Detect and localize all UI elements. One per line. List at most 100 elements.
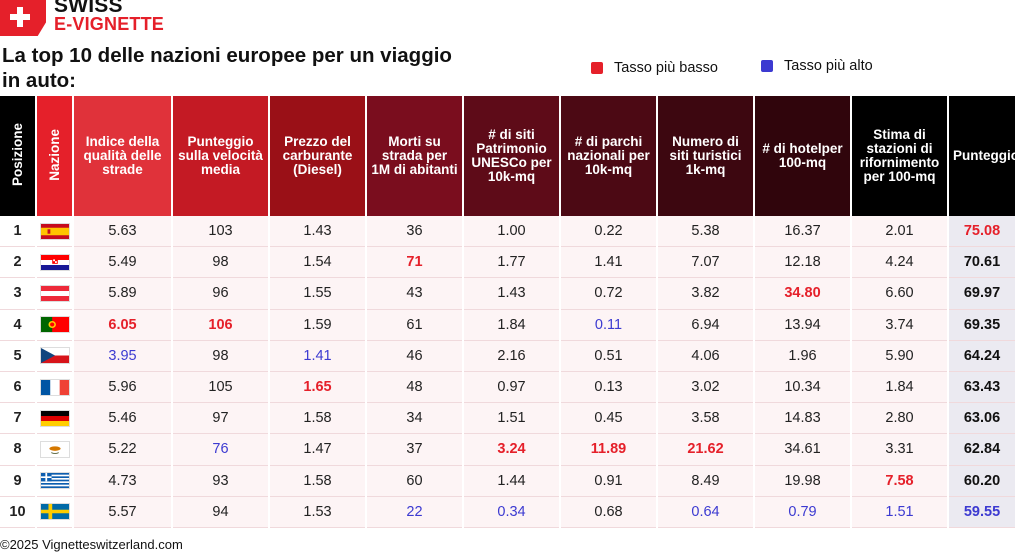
table-body: 1 5.63 103 1.43 36 1.00 0.22 5.38 16.37 2.01 75.08… — [0, 216, 1015, 528]
rank-cell: 7 — [0, 403, 35, 435]
sweden-flag-icon — [37, 496, 72, 528]
value-cell: 1.84 — [464, 309, 559, 341]
table-row: 7 5.46 97 1.58 34 1.51 0.45 3.58 14.83 2.80 63.06 — [0, 403, 1015, 435]
value-cell: 14.83 — [755, 403, 850, 435]
table-row: 9 4.73 93 1.58 60 1.44 0.91 8.49 19.98 7.58 60.20 — [0, 465, 1015, 497]
value-cell: 1.43 — [464, 278, 559, 310]
rank-cell: 8 — [0, 434, 35, 466]
column-header: Nazione — [37, 96, 72, 216]
rank-cell: 5 — [0, 340, 35, 372]
value-cell: 4.24 — [852, 247, 947, 279]
value-cell: 10.34 — [755, 371, 850, 404]
value-cell: 16.37 — [755, 216, 850, 248]
greece-flag-icon — [37, 465, 72, 497]
value-cell: 4.73 — [74, 465, 171, 497]
table-row: 6 5.96 105 1.65 48 0.97 0.13 3.02 10.34 1.84 63.43 — [0, 371, 1015, 404]
legend-high-swatch — [761, 60, 773, 72]
score-cell: 64.24 — [949, 340, 1015, 372]
value-cell: 48 — [367, 371, 462, 404]
value-cell: 106 — [173, 309, 268, 341]
table-row: 2 5.49 98 1.54 71 1.77 1.41 7.07 12.18 4.24 70.61 — [0, 247, 1015, 279]
value-cell: 1.51 — [464, 403, 559, 435]
value-cell: 0.22 — [561, 216, 656, 248]
value-cell: 76 — [173, 434, 268, 466]
score-cell: 70.61 — [949, 247, 1015, 279]
brand-name: SWISS E-VIGNETTE — [54, 0, 164, 33]
value-cell: 103 — [173, 216, 268, 248]
table-row: 8 5.22 76 1.47 37 3.24 11.89 21.62 34.61 3.31 62.8… — [0, 434, 1015, 466]
value-cell: 2.80 — [852, 403, 947, 435]
value-cell: 5.89 — [74, 278, 171, 310]
column-header: Morti su strada per 1M di abitanti — [367, 96, 462, 216]
legend-high-label: Tasso più alto — [784, 58, 873, 74]
value-cell: 8.49 — [658, 465, 753, 497]
value-cell: 61 — [367, 309, 462, 341]
value-cell: 98 — [173, 340, 268, 372]
brand-line2: E-VIGNETTE — [54, 14, 165, 34]
value-cell: 6.05 — [74, 309, 171, 341]
value-cell: 0.72 — [561, 278, 656, 310]
column-header: Punteggio — [949, 96, 1015, 216]
brand-line1: SWISS — [54, 0, 123, 17]
legend-high: Tasso più alto — [761, 58, 873, 74]
column-header: Prezzo del carburante (Diesel) — [270, 96, 365, 216]
column-header: # di hotelper 100-mq — [755, 96, 850, 216]
column-header-label: Posizione — [9, 122, 25, 186]
spain-flag-icon — [37, 216, 72, 248]
value-cell: 3.95 — [74, 340, 171, 372]
portugal-flag-icon — [37, 309, 72, 341]
value-cell: 6.60 — [852, 278, 947, 310]
value-cell: 3.58 — [658, 403, 753, 435]
value-cell: 22 — [367, 496, 462, 528]
value-cell: 6.94 — [658, 309, 753, 341]
table-row: 4 6.05 106 1.59 61 1.84 0.11 6.94 13.94 3.74 69.35 — [0, 309, 1015, 341]
value-cell: 3.82 — [658, 278, 753, 310]
value-cell: 0.51 — [561, 340, 656, 372]
score-cell: 69.35 — [949, 309, 1015, 341]
value-cell: 34.61 — [755, 434, 850, 466]
table-row: 1 5.63 103 1.43 36 1.00 0.22 5.38 16.37 2.01 75.08 — [0, 216, 1015, 248]
score-cell: 62.84 — [949, 434, 1015, 466]
column-header: # di siti Patrimonio UNESCo per 10k-mq — [464, 96, 559, 216]
value-cell: 7.07 — [658, 247, 753, 279]
value-cell: 5.49 — [74, 247, 171, 279]
value-cell: 0.68 — [561, 496, 656, 528]
value-cell: 1.54 — [270, 247, 365, 279]
copyright-footer: ©2025 Vignetteswitzerland.com — [0, 537, 183, 552]
value-cell: 2.01 — [852, 216, 947, 248]
value-cell: 96 — [173, 278, 268, 310]
column-header: Posizione — [0, 96, 35, 216]
value-cell: 5.46 — [74, 403, 171, 435]
value-cell: 3.24 — [464, 434, 559, 466]
column-header: Stima di stazioni di rifornimento per 10… — [852, 96, 947, 216]
value-cell: 11.89 — [561, 434, 656, 466]
table-row: 10 5.57 94 1.53 22 0.34 0.68 0.64 0.79 1.51 59.55 — [0, 496, 1015, 528]
czechia-flag-icon — [37, 340, 72, 372]
cyprus-flag-icon — [37, 434, 72, 466]
rank-cell: 3 — [0, 278, 35, 310]
value-cell: 34 — [367, 403, 462, 435]
legend-low-swatch — [591, 62, 603, 74]
france-flag-icon — [37, 371, 72, 404]
column-header-label: Nazione — [46, 128, 62, 181]
value-cell: 37 — [367, 434, 462, 466]
value-cell: 1.96 — [755, 340, 850, 372]
value-cell: 0.11 — [561, 309, 656, 341]
rank-cell: 9 — [0, 465, 35, 497]
score-cell: 59.55 — [949, 496, 1015, 528]
value-cell: 13.94 — [755, 309, 850, 341]
value-cell: 0.45 — [561, 403, 656, 435]
value-cell: 97 — [173, 403, 268, 435]
column-header: # di parchi nazionali per 10k-mq — [561, 96, 656, 216]
value-cell: 60 — [367, 465, 462, 497]
value-cell: 5.57 — [74, 496, 171, 528]
legend-low: Tasso più basso — [591, 60, 718, 76]
value-cell: 34.80 — [755, 278, 850, 310]
value-cell: 5.90 — [852, 340, 947, 372]
value-cell: 5.63 — [74, 216, 171, 248]
value-cell: 105 — [173, 371, 268, 404]
value-cell: 0.64 — [658, 496, 753, 528]
croatia-flag-icon — [37, 247, 72, 279]
value-cell: 94 — [173, 496, 268, 528]
value-cell: 0.79 — [755, 496, 850, 528]
